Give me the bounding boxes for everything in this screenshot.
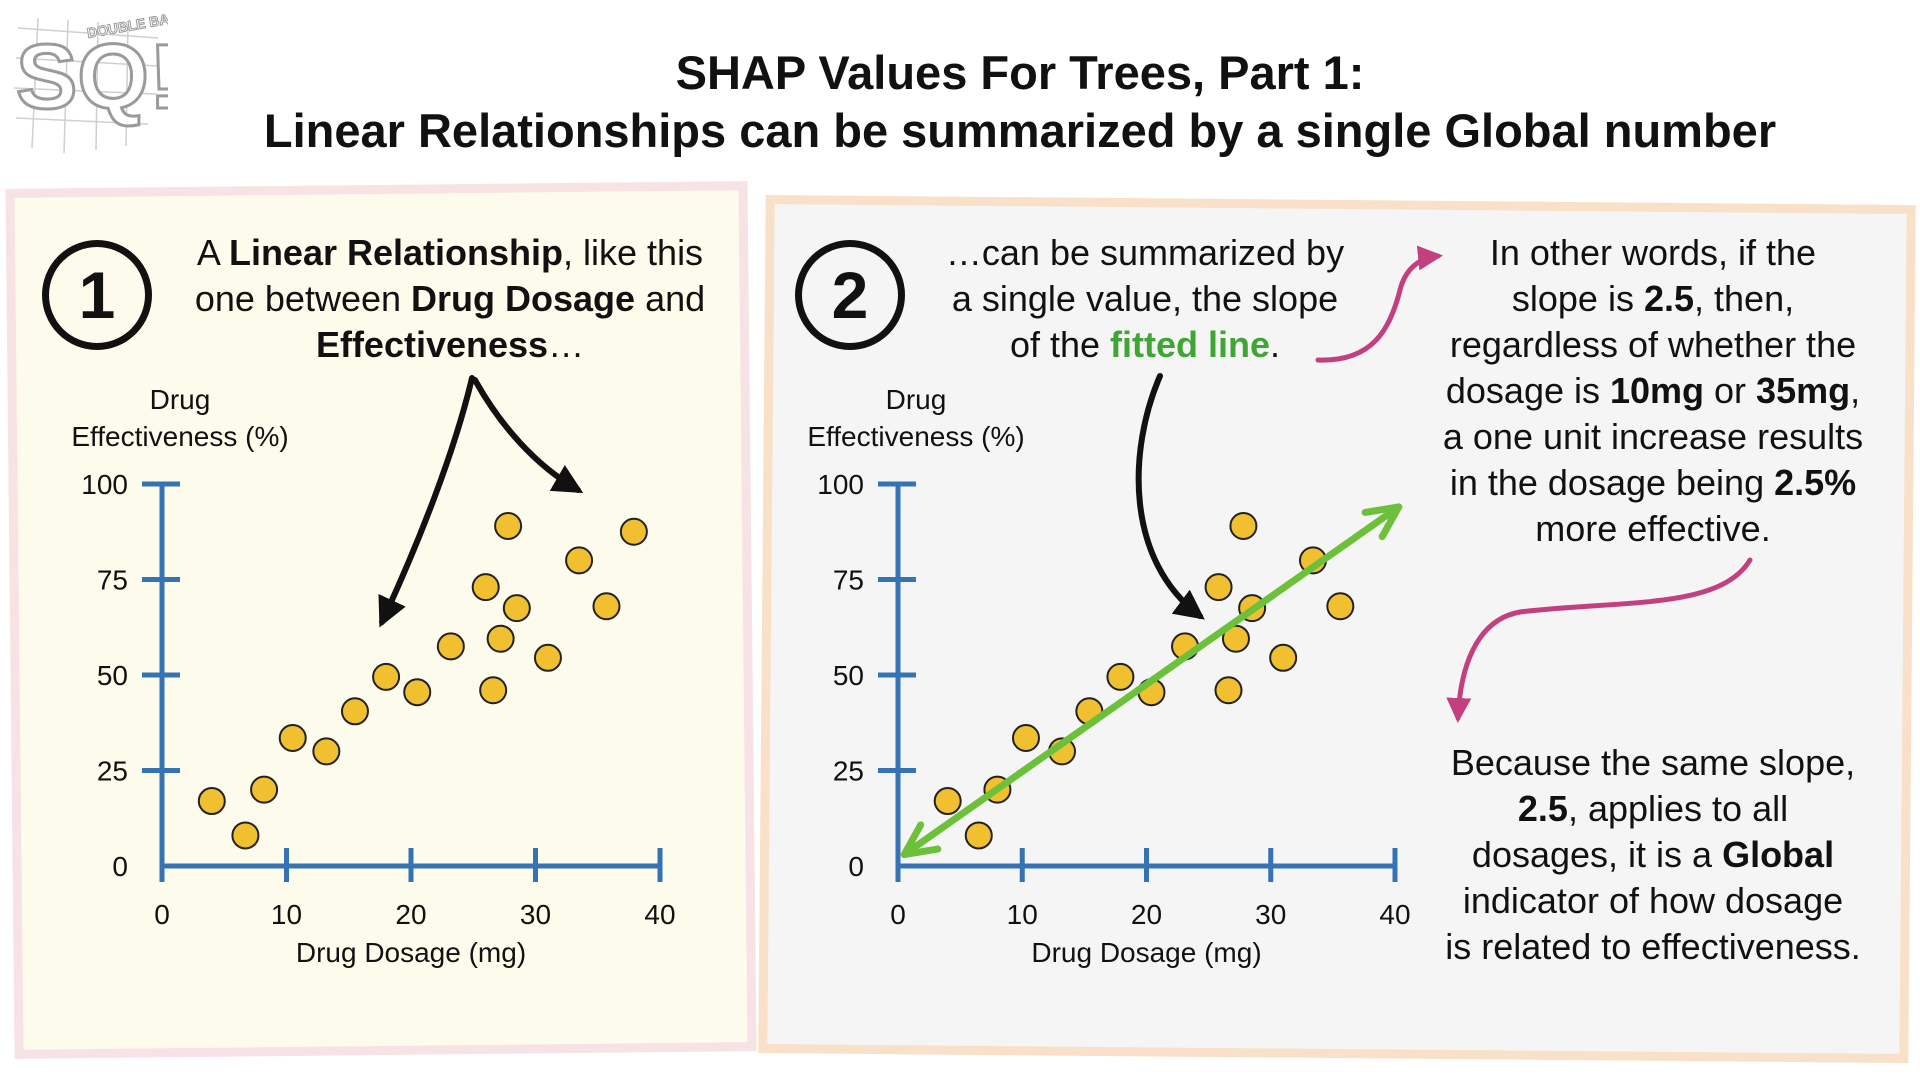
- x-axis-label: Drug Dosage (mg): [1031, 937, 1261, 968]
- y-axis-label: Effectiveness (%): [807, 421, 1024, 452]
- data-point: [1229, 512, 1258, 541]
- y-tick-label: 50: [97, 660, 128, 691]
- x-tick-label: 0: [890, 899, 906, 930]
- x-tick-label: 20: [1131, 899, 1162, 930]
- data-point: [197, 787, 226, 816]
- fitted-line-arrowhead: [1361, 503, 1403, 541]
- title-line-2: Linear Relationships can be summarized b…: [263, 104, 1777, 157]
- y-axis-label: Effectiveness (%): [71, 421, 288, 452]
- x-tick-label: 20: [395, 899, 426, 930]
- y-tick-label: 100: [817, 469, 864, 500]
- data-point: [479, 676, 508, 705]
- x-tick-label: 0: [154, 899, 170, 930]
- data-point: [486, 624, 515, 653]
- title-line-1: SHAP Values For Trees, Part 1:: [675, 46, 1365, 99]
- fitted-line-arrowhead: [900, 821, 942, 859]
- data-point: [1204, 573, 1233, 602]
- data-point: [1011, 724, 1040, 753]
- x-tick-label: 40: [644, 899, 675, 930]
- panel-2-caption: …can be summarized by a single value, th…: [945, 232, 1345, 365]
- y-tick-label: 0: [848, 851, 864, 882]
- data-point: [1221, 624, 1250, 653]
- data-point: [502, 594, 531, 623]
- panel-1-caption: A Linear Relationship, like this one bet…: [194, 232, 706, 365]
- data-point: [1106, 662, 1135, 691]
- y-axis-label: Drug: [150, 384, 211, 415]
- data-point: [592, 592, 621, 621]
- data-point: [372, 662, 401, 691]
- x-axis-label: Drug Dosage (mg): [296, 937, 526, 968]
- logo-mark: SQ!: [16, 26, 168, 128]
- step-2-badge: 2: [795, 240, 905, 350]
- step-1-badge: 1: [42, 240, 152, 350]
- chart-1: 0 10 20 30 40 0 25 50 75 100 Drug Effectiveness (%)…: [71, 384, 675, 968]
- data-point: [436, 632, 465, 661]
- slope-explanation: In other words, if the slope is 2.5, the…: [1442, 232, 1864, 549]
- data-point: [250, 775, 279, 804]
- x-tick-label: 40: [1379, 899, 1410, 930]
- y-tick-label: 100: [81, 469, 128, 500]
- data-point: [231, 821, 260, 850]
- x-tick-label: 30: [520, 899, 551, 930]
- x-tick-label: 30: [1255, 899, 1286, 930]
- y-axis-label: Drug: [886, 384, 947, 415]
- global-explanation: Because the same slope, 2.5, applies to …: [1445, 742, 1861, 967]
- data-point: [403, 678, 432, 707]
- data-point: [1269, 643, 1298, 672]
- y-tick-label: 75: [833, 565, 864, 596]
- data-point: [533, 643, 562, 672]
- y-tick-label: 50: [833, 660, 864, 691]
- x-tick-label: 10: [271, 899, 302, 930]
- data-point: [312, 737, 341, 766]
- data-point: [494, 512, 523, 541]
- y-tick-label: 75: [97, 565, 128, 596]
- y-tick-label: 0: [112, 851, 128, 882]
- data-point: [471, 573, 500, 602]
- y-tick-label: 25: [97, 756, 128, 787]
- data-point: [933, 787, 962, 816]
- page-title: SHAP Values For Trees, Part 1: Linear Re…: [170, 44, 1870, 160]
- y-tick-label: 25: [833, 756, 864, 787]
- data-point: [565, 546, 594, 575]
- data-point: [964, 821, 993, 850]
- data-point: [1214, 676, 1243, 705]
- data-point: [1326, 592, 1355, 621]
- x-tick-label: 10: [1007, 899, 1038, 930]
- data-point: [340, 697, 369, 726]
- chart-2: 0 10 20 30 40 0 25 50 75 100 Drug Effectiveness (%)…: [807, 384, 1410, 968]
- statquest-logo: SQ! DOUBLE BAM!!!: [13, 8, 168, 154]
- fitted-line: [900, 503, 1403, 859]
- data-point: [619, 517, 648, 546]
- data-point: [278, 724, 307, 753]
